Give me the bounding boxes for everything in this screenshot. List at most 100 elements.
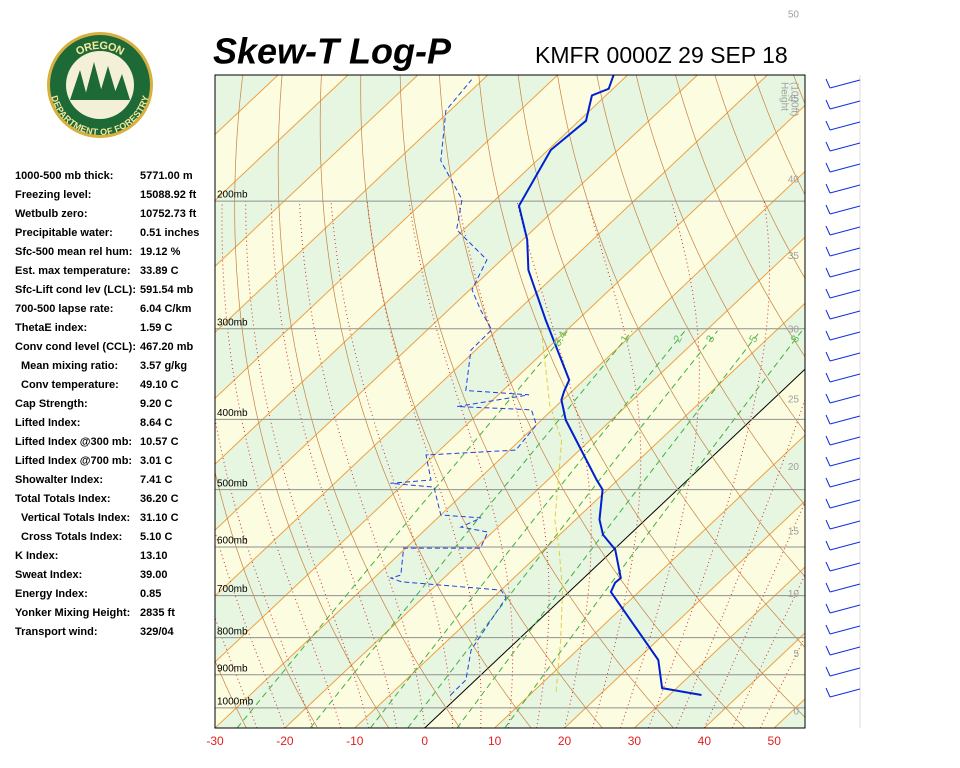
wind-flag: [825, 456, 831, 467]
wind-barbs: [825, 78, 861, 698]
height-axis-label: Height: [778, 82, 789, 111]
x-tick-label: 20: [558, 734, 572, 748]
logo: OREGON DEPARTMENT OF FORESTRY: [47, 32, 153, 138]
height-tick-label: 50: [788, 9, 800, 20]
wind-shaft: [829, 646, 861, 656]
wind-shaft: [829, 142, 861, 152]
stat-label: Total Totals Index:: [15, 493, 111, 505]
wind-flag: [825, 78, 831, 89]
plot-frame: [214, 74, 806, 729]
isotherm-band: [844, 75, 960, 728]
stat-label: Cross Totals Index:: [21, 531, 122, 543]
isotherm: [494, 434, 805, 728]
wind-shaft: [829, 247, 861, 257]
stat-value: 33.89 C: [140, 265, 179, 277]
mixing-ratio-line: [456, 330, 761, 728]
wind-flag: [825, 687, 831, 698]
stat-label: Wetbulb zero:: [15, 208, 88, 220]
isotherm: [215, 75, 349, 202]
isobar-label: 200mb: [217, 190, 248, 201]
stat-label: Conv temperature:: [21, 379, 119, 391]
wind-shaft: [829, 268, 861, 278]
isotherm: [215, 75, 768, 597]
wind-shaft: [829, 415, 861, 425]
stat-label: 700-500 lapse rate:: [15, 303, 113, 315]
mixing-ratio-line: [236, 330, 568, 728]
moist-adiabat: [620, 200, 700, 728]
height-tick-label: 30: [788, 324, 800, 335]
moist-adiabat: [245, 201, 370, 728]
height-tick-label: 45: [788, 94, 800, 105]
diagram-background: [215, 75, 960, 728]
wind-flag: [825, 477, 831, 488]
moist-adiabat: [408, 201, 514, 728]
stat-label: Sfc-500 mean rel hum:: [15, 246, 132, 258]
wind-flag: [825, 120, 831, 131]
wind-shaft: [829, 478, 861, 488]
isobar-label: 700mb: [217, 584, 248, 595]
wind-flag: [825, 309, 831, 320]
sounding-trace: [517, 75, 702, 696]
mixing-ratio-label: 2: [671, 333, 684, 344]
wind-shaft: [829, 163, 861, 173]
moist-adiabat: [270, 201, 398, 728]
wind-flag: [825, 141, 831, 152]
dry-adiabat: [872, 75, 960, 728]
stat-label: Lifted Index @300 mb:: [15, 436, 132, 448]
stat-value: 591.54 mb: [140, 284, 193, 296]
sounding-trace: [389, 79, 537, 696]
stat-value: 7.41 C: [140, 474, 172, 486]
wind-flag: [825, 246, 831, 257]
mixing-ratio-line: [407, 330, 718, 728]
wind-shaft: [829, 394, 861, 404]
isotherm-band: [215, 75, 805, 663]
stat-value: 5771.00 m: [140, 170, 193, 182]
stat-value: 10752.73 ft: [140, 208, 197, 220]
wind-flag: [825, 414, 831, 425]
stat-value: 6.04 C/km: [140, 303, 192, 315]
wind-shaft: [829, 604, 861, 614]
isotherm: [844, 75, 960, 728]
mixing-ratio-line: [504, 330, 803, 728]
isobar-label: 300mb: [217, 317, 248, 328]
moist-adiabat: [215, 416, 314, 728]
sounding-trace: [540, 329, 564, 692]
wind-shaft: [829, 373, 861, 383]
isotherm: [215, 75, 558, 399]
isotherm: [215, 75, 489, 333]
dry-adiabat: [951, 75, 960, 728]
dry-adiabat: [833, 75, 960, 728]
isobar-label: 400mb: [217, 408, 248, 419]
wind-shaft: [829, 499, 861, 509]
wind-flag: [825, 603, 831, 614]
dry-adiabat: [596, 75, 805, 506]
stat-label: Precipitable water:: [15, 227, 113, 239]
stat-label: 1000-500 mb thick:: [15, 170, 113, 182]
wind-flag: [825, 435, 831, 446]
dry-adiabat: [215, 659, 247, 728]
wind-shaft: [829, 184, 861, 194]
wind-flag: [825, 393, 831, 404]
wind-flag: [825, 225, 831, 236]
wind-shaft: [829, 100, 861, 110]
wind-flag: [825, 183, 831, 194]
mixing-ratio-label: 8: [789, 333, 802, 344]
stat-label: Est. max temperature:: [15, 265, 131, 277]
height-axis-label: (1000ft): [788, 82, 799, 116]
stat-label: Lifted Index @700 mb:: [15, 455, 132, 467]
stat-value: 39.00: [140, 569, 168, 581]
mixing-ratio-label: 3: [704, 333, 717, 344]
wind-shaft: [829, 310, 861, 320]
chart-subtitle: KMFR 0000Z 29 SEP 18: [535, 42, 788, 68]
stat-label: Transport wind:: [15, 626, 98, 638]
stat-value: 36.20 C: [140, 493, 179, 505]
dry-adiabat: [793, 75, 805, 105]
stat-label: Vertical Totals Index:: [21, 512, 130, 524]
logo-top-text: OREGON: [74, 40, 126, 58]
wind-flag: [825, 645, 831, 656]
height-tick-label: 25: [788, 395, 800, 406]
stat-label: Sfc-Lift cond lev (LCL):: [15, 284, 136, 296]
isotherm: [215, 75, 419, 268]
wind-flag: [825, 330, 831, 341]
stat-value: 1.59 C: [140, 322, 172, 334]
